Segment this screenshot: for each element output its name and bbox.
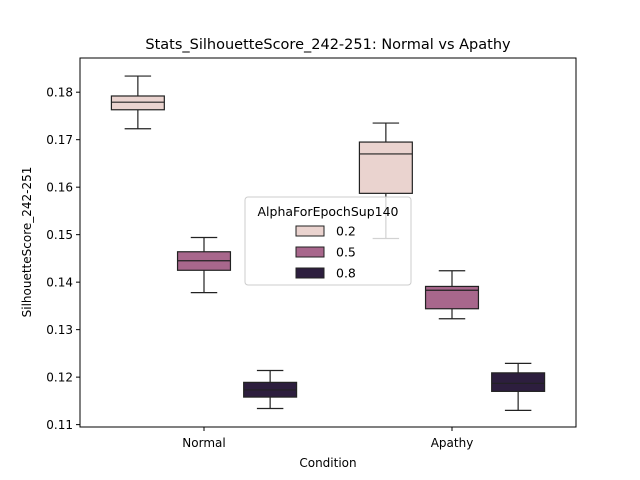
y-tick-label: 0.13 — [46, 323, 73, 337]
box-body — [358, 141, 413, 194]
x-tick-label: Normal — [182, 436, 225, 450]
legend-title: AlphaForEpochSup140 — [258, 204, 399, 219]
box-0.5-normal — [176, 236, 232, 294]
box-body — [424, 285, 480, 310]
y-tick-label: 0.12 — [46, 371, 73, 385]
box-0.8-normal — [243, 369, 298, 410]
box-body — [491, 372, 546, 392]
x-axis: Normal Apathy — [182, 427, 473, 450]
legend-swatch-0.5 — [295, 246, 325, 258]
box-0.2-normal — [110, 75, 165, 130]
y-tick-label: 0.17 — [46, 133, 73, 147]
y-tick-label: 0.18 — [46, 86, 73, 100]
y-tick-label: 0.14 — [46, 276, 73, 290]
x-tick-label: Apathy — [431, 436, 474, 450]
legend-label-0.2: 0.2 — [336, 224, 356, 239]
axes-frame — [79, 57, 577, 428]
chart-title: Stats_SilhouetteScore_242-251: Normal vs… — [145, 37, 511, 53]
box-0.8-apathy — [491, 362, 546, 411]
legend-swatch-0.2 — [295, 225, 325, 237]
y-tick-label: 0.16 — [46, 181, 73, 195]
box-0.5-apathy — [424, 270, 480, 320]
box-body — [110, 95, 165, 111]
x-axis-label: Condition — [299, 456, 356, 470]
legend: AlphaForEpochSup140 0.2 0.5 0.8 — [244, 196, 412, 286]
legend-label-0.8: 0.8 — [336, 266, 356, 281]
legend-items: 0.2 0.5 0.8 — [295, 224, 356, 281]
y-axis: 0.11 0.12 0.13 0.14 0.15 0.16 0.17 0.18 — [46, 86, 80, 432]
y-tick-label: 0.11 — [46, 418, 73, 432]
y-axis-label: SilhouetteScore_242-251 — [20, 167, 34, 318]
legend-swatch-0.8 — [295, 267, 325, 279]
y-tick-label: 0.15 — [46, 228, 73, 242]
legend-label-0.5: 0.5 — [336, 245, 356, 260]
legend-frame — [244, 196, 412, 286]
